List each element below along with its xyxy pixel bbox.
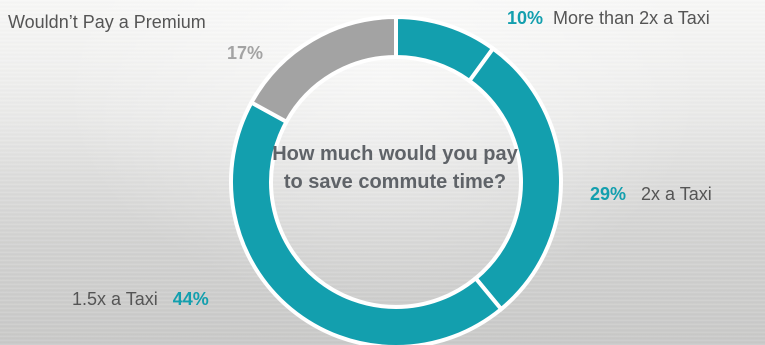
slice-label-1-5x: 1.5x a Taxi 44% <box>72 289 209 310</box>
donut-slice-2 <box>229 99 504 345</box>
slice-percent: 44% <box>172 289 209 309</box>
slice-label-no-premium: Wouldn’t Pay a Premium <box>8 12 206 33</box>
slice-category: 1.5x a Taxi <box>72 289 158 309</box>
slice-label-2x: 29% 2x a Taxi <box>590 184 712 205</box>
slice-percent: 29% <box>590 184 627 204</box>
slice-category: 2x a Taxi <box>641 184 712 204</box>
slice-category: Wouldn’t Pay a Premium <box>8 12 206 32</box>
slice-label-no-premium-percent: 17% <box>227 43 263 64</box>
slice-percent: 10% <box>507 8 544 28</box>
slice-category: More than 2x a Taxi <box>553 8 710 28</box>
slice-label-more-than-2x: 10% More than 2x a Taxi <box>507 8 710 29</box>
donut-slice-3 <box>248 14 398 125</box>
slice-percent: 17% <box>227 43 264 63</box>
chart-title: How much would you pay to save commute t… <box>272 143 518 193</box>
